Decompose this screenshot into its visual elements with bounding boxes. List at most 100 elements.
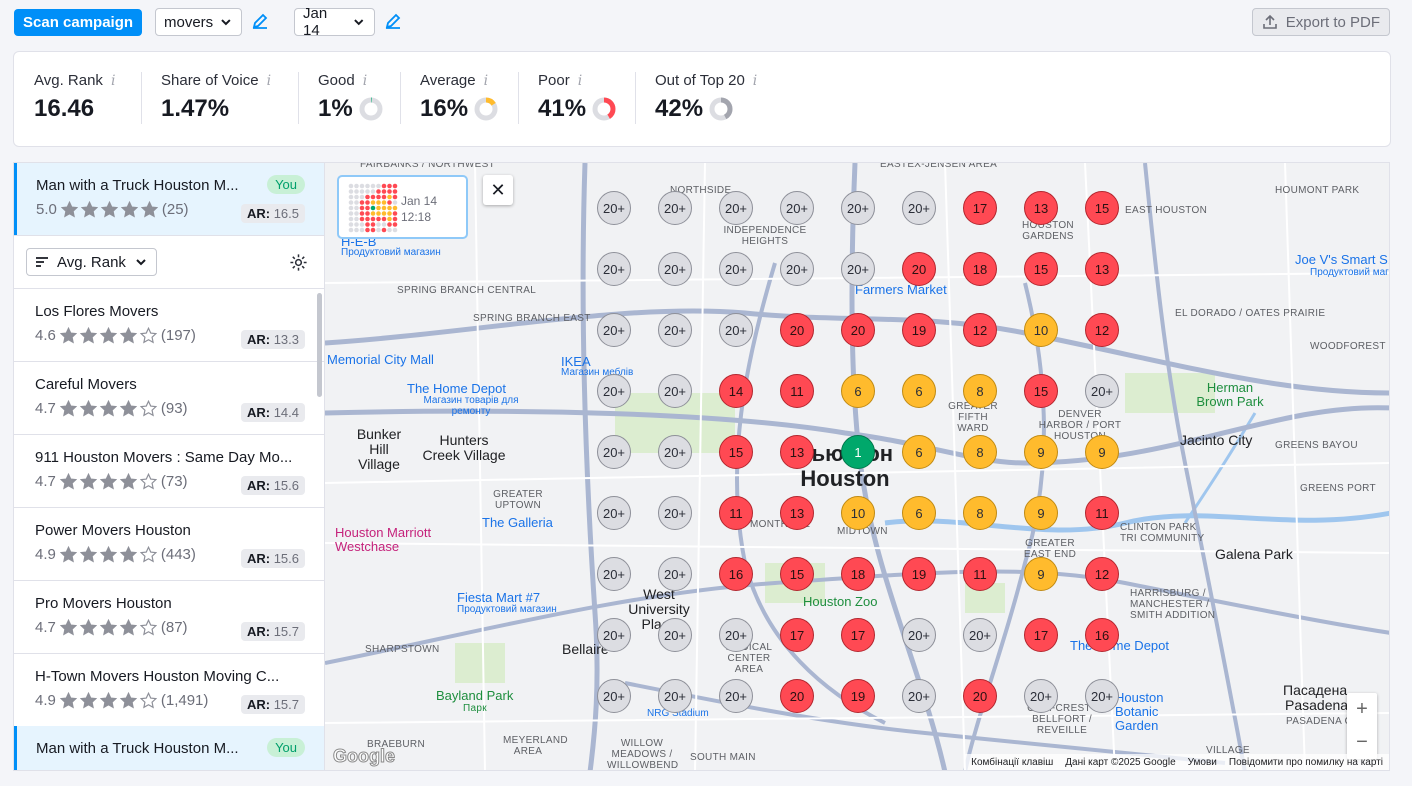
map-poi[interactable]: The Galleria — [482, 515, 553, 530]
rank-pin[interactable]: 11 — [1085, 496, 1119, 530]
rank-pin[interactable]: 9 — [1024, 557, 1058, 591]
rank-pin[interactable]: 20+ — [719, 618, 753, 652]
gear-icon[interactable] — [289, 253, 308, 272]
rank-pin[interactable]: 20+ — [658, 374, 692, 408]
rank-pin[interactable]: 20+ — [597, 252, 631, 286]
rank-pin[interactable]: 15 — [1085, 191, 1119, 225]
rank-pin[interactable]: 20+ — [597, 618, 631, 652]
map-park[interactable]: Bayland Park — [436, 688, 514, 703]
rank-pin[interactable]: 20+ — [902, 679, 936, 713]
rank-pin[interactable]: 13 — [780, 496, 814, 530]
rank-pin[interactable]: 20+ — [597, 496, 631, 530]
rank-pin[interactable]: 11 — [963, 557, 997, 591]
export-pdf-button[interactable]: Export to PDF — [1251, 8, 1390, 36]
rank-pin[interactable]: 20+ — [963, 618, 997, 652]
rank-pin[interactable]: 8 — [963, 496, 997, 530]
rank-pin[interactable]: 8 — [963, 435, 997, 469]
date-select[interactable]: Jan 14 — [294, 5, 375, 39]
scan-campaign-button[interactable]: Scan campaign — [14, 9, 143, 36]
rank-pin[interactable]: 11 — [780, 374, 814, 408]
rank-pin[interactable]: 9 — [1024, 435, 1058, 469]
map-poi[interactable]: Houston Botanic Garden — [1115, 690, 1164, 733]
rank-pin[interactable]: 6 — [902, 374, 936, 408]
rank-pin[interactable]: 20+ — [841, 191, 875, 225]
rank-pin[interactable]: 20+ — [597, 435, 631, 469]
rank-pin[interactable]: 20+ — [658, 679, 692, 713]
rank-pin[interactable]: 17 — [780, 618, 814, 652]
rank-pin[interactable]: 15 — [719, 435, 753, 469]
list-item[interactable]: Careful Movers 4.7 (93) AR: 14.4 — [14, 362, 324, 435]
info-icon[interactable]: i — [266, 72, 272, 89]
rank-pin[interactable]: 16 — [1085, 618, 1119, 652]
rank-pin[interactable]: 6 — [902, 435, 936, 469]
rank-pin[interactable]: 20+ — [1085, 679, 1119, 713]
rank-pin[interactable]: 20+ — [658, 618, 692, 652]
map-poi[interactable]: Memorial City Mall — [327, 352, 434, 367]
map-park[interactable]: Houston Zoo — [803, 594, 878, 609]
map-park[interactable]: Herman Brown Park — [1196, 380, 1264, 409]
rank-pin[interactable]: 20+ — [780, 252, 814, 286]
rank-pin[interactable]: 20+ — [658, 191, 692, 225]
rank-pin[interactable]: 19 — [841, 679, 875, 713]
rank-pin[interactable]: 20 — [780, 313, 814, 347]
terms-link[interactable]: Умови — [1187, 756, 1217, 768]
list-item[interactable]: Power Movers Houston 4.9 (443) AR: 15.6 — [14, 508, 324, 581]
info-icon[interactable]: i — [483, 72, 489, 89]
rank-pin[interactable]: 17 — [841, 618, 875, 652]
edit-keyword-pencil-icon[interactable] — [250, 11, 270, 31]
rank-pin[interactable]: 20+ — [1085, 374, 1119, 408]
rank-pin[interactable]: 18 — [841, 557, 875, 591]
rank-pin[interactable]: 15 — [780, 557, 814, 591]
list-item[interactable]: H-Town Movers Houston Moving C... 4.9 (1,4… — [14, 654, 324, 727]
rank-pin[interactable]: 1 — [841, 435, 875, 469]
your-business-card[interactable]: Man with a Truck Houston M... You — [14, 726, 324, 770]
rank-pin[interactable]: 20 — [780, 679, 814, 713]
list-item[interactable]: 911 Houston Movers : Same Day Mo... 4.7 (7… — [14, 435, 324, 508]
rank-pin[interactable]: 11 — [719, 496, 753, 530]
rank-pin[interactable]: 20+ — [658, 252, 692, 286]
edit-date-pencil-icon[interactable] — [383, 11, 403, 31]
keyword-select[interactable]: movers — [155, 8, 242, 36]
report-error-link[interactable]: Повідомити про помилку на карті — [1228, 756, 1383, 768]
rank-pin[interactable]: 20+ — [658, 435, 692, 469]
zoom-in-button[interactable]: + — [1356, 698, 1368, 720]
map-poi[interactable]: Joe V's Smart S... — [1295, 252, 1390, 267]
scrollbar[interactable] — [317, 293, 322, 397]
zoom-out-button[interactable]: − — [1356, 731, 1368, 753]
rank-pin[interactable]: 9 — [1085, 435, 1119, 469]
info-icon[interactable]: i — [577, 72, 583, 89]
rank-pin[interactable]: 20+ — [902, 618, 936, 652]
map-poi[interactable]: Houston Marriott Westchase — [335, 525, 432, 554]
rank-pin[interactable]: 12 — [1085, 313, 1119, 347]
rank-pin[interactable]: 20+ — [719, 252, 753, 286]
rank-pin[interactable]: 20+ — [1024, 679, 1058, 713]
rank-pin[interactable]: 10 — [841, 496, 875, 530]
sort-select[interactable]: Avg. Rank — [26, 248, 157, 276]
rank-pin[interactable]: 20+ — [658, 313, 692, 347]
rank-pin[interactable]: 20+ — [780, 191, 814, 225]
keyboard-shortcuts-link[interactable]: Комбінації клавіш — [971, 756, 1054, 768]
rank-pin[interactable]: 20+ — [597, 679, 631, 713]
rank-pin[interactable]: 9 — [1024, 496, 1058, 530]
rank-pin[interactable]: 20 — [841, 313, 875, 347]
rank-pin[interactable]: 20+ — [719, 679, 753, 713]
rank-pin[interactable]: 13 — [1085, 252, 1119, 286]
your-business-card[interactable]: Man with a Truck Houston M... You 5.0 (2… — [14, 163, 324, 235]
rank-pin[interactable]: 13 — [780, 435, 814, 469]
rank-pin[interactable]: 13 — [1024, 191, 1058, 225]
rank-pin[interactable]: 20 — [963, 679, 997, 713]
rank-pin[interactable]: 15 — [1024, 252, 1058, 286]
rank-pin[interactable]: 20+ — [658, 557, 692, 591]
map-poi[interactable]: The Home Depot — [407, 381, 506, 396]
rank-pin[interactable]: 20+ — [597, 313, 631, 347]
rank-pin[interactable]: 20+ — [658, 496, 692, 530]
rank-pin[interactable]: 20+ — [597, 557, 631, 591]
rank-pin[interactable]: 16 — [719, 557, 753, 591]
rank-pin[interactable]: 12 — [963, 313, 997, 347]
rank-pin[interactable]: 12 — [1085, 557, 1119, 591]
info-icon[interactable]: i — [110, 72, 116, 89]
scan-thumbnail-popup[interactable]: Jan 14 12:18 — [337, 175, 468, 239]
rank-pin[interactable]: 20+ — [902, 191, 936, 225]
info-icon[interactable]: i — [752, 72, 758, 89]
rank-pin[interactable]: 20+ — [719, 313, 753, 347]
